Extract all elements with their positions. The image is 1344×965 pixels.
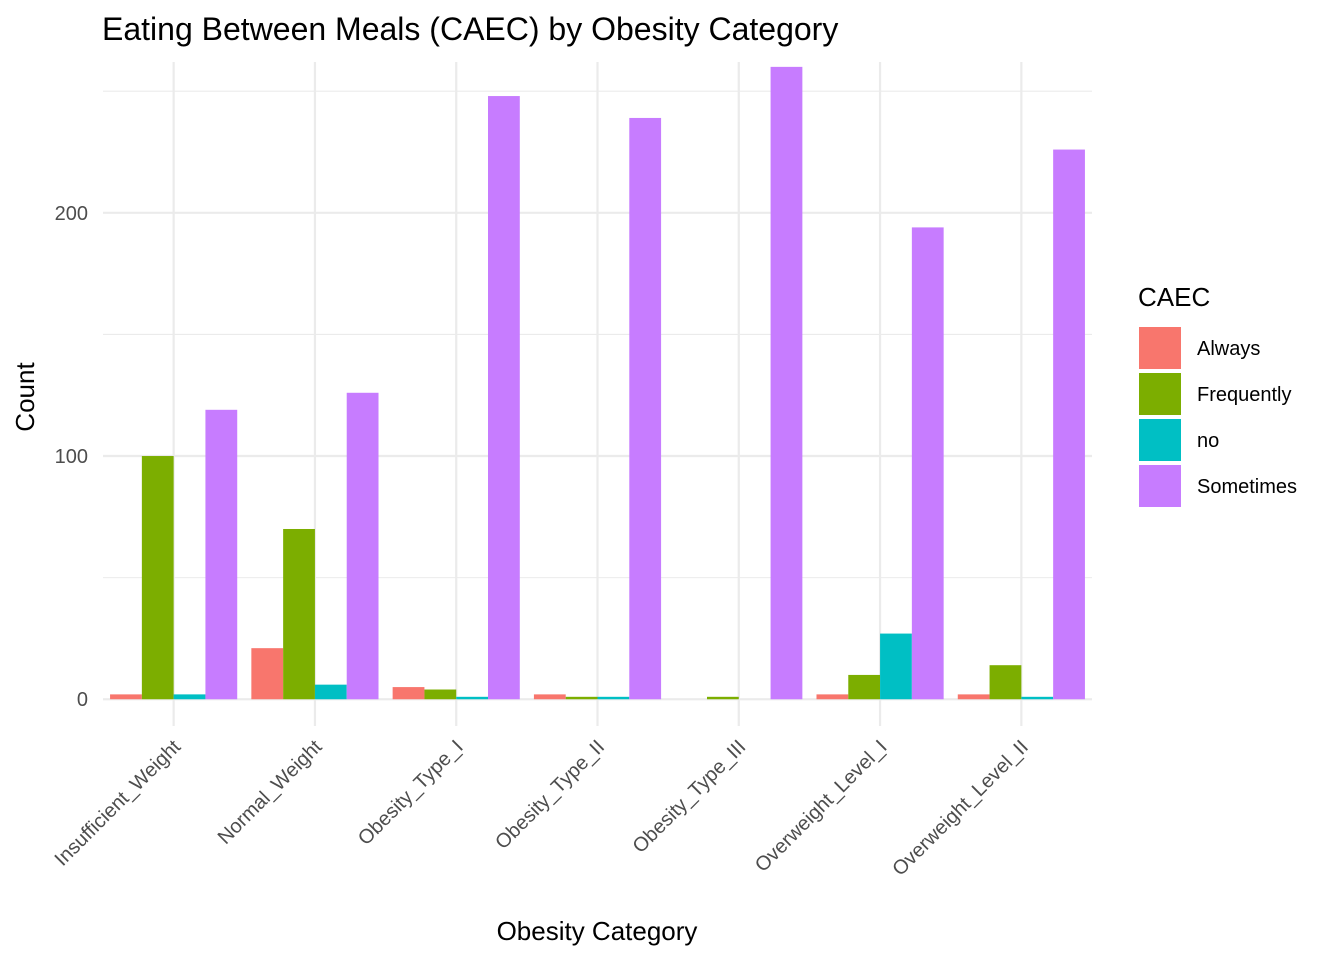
bar-sometimes-obesity-type-i [488, 96, 520, 700]
x-tick-label: Obesity_Type_I [354, 736, 468, 850]
legend-label-no: no [1197, 430, 1219, 452]
bar-frequently-obesity-type-i [424, 689, 457, 700]
bar-frequently-obesity-type-ii [565, 696, 598, 700]
bar-frequently-overweight-level-ii [989, 665, 1022, 700]
legend: CAEC Always Frequently no Sometimes [1138, 282, 1297, 507]
x-axis-ticks: Insufficient_Weight Normal_Weight Obesity_… [51, 736, 1033, 881]
y-axis-ticks: 0 100 200 [55, 203, 88, 711]
x-tick-label: Overweight_Level_II [888, 736, 1032, 880]
bar-frequently-obesity-type-iii [706, 696, 739, 700]
legend-key-sometimes [1139, 465, 1181, 507]
legend-title: CAEC [1138, 282, 1210, 312]
x-tick-label: Overweight_Level_I [751, 736, 892, 877]
bar-sometimes-overweight-level-i [911, 227, 944, 700]
bar-no-obesity-type-ii [597, 696, 630, 700]
legend-label-always: Always [1197, 338, 1260, 360]
y-tick-label: 100 [55, 446, 88, 468]
bar-sometimes-overweight-level-ii [1053, 149, 1085, 700]
bar-no-insufficient-weight [173, 694, 206, 700]
bar-always-insufficient-weight [110, 694, 142, 700]
bar-always-overweight-level-i [816, 694, 849, 700]
x-tick-label: Obesity_Type_II [491, 736, 609, 854]
legend-key-always [1139, 327, 1181, 369]
legend-label-sometimes: Sometimes [1197, 476, 1297, 498]
bar-always-obesity-type-ii [533, 694, 566, 700]
chart-title: Eating Between Meals (CAEC) by Obesity C… [102, 11, 838, 47]
bar-no-normal-weight [314, 684, 347, 700]
bar-frequently-insufficient-weight [141, 456, 174, 700]
bars [110, 66, 1085, 700]
bar-no-overweight-level-ii [1021, 696, 1054, 700]
x-axis-title: Obesity Category [497, 916, 698, 946]
bar-frequently-overweight-level-i [848, 674, 881, 700]
x-tick-label: Normal_Weight [214, 736, 327, 849]
bar-no-overweight-level-i [880, 633, 912, 700]
y-tick-label: 200 [55, 203, 88, 225]
bar-sometimes-obesity-type-ii [629, 117, 662, 700]
bar-always-obesity-type-i [392, 687, 425, 700]
bar-sometimes-insufficient-weight [205, 409, 238, 700]
x-tick-label: Obesity_Type_III [629, 736, 751, 858]
y-axis-title: Count [10, 362, 40, 432]
bar-no-obesity-type-i [456, 696, 489, 700]
bar-frequently-normal-weight [283, 528, 315, 700]
legend-key-frequently [1139, 373, 1181, 415]
bar-sometimes-obesity-type-iii [770, 66, 803, 700]
y-tick-label: 0 [77, 689, 88, 711]
bar-sometimes-normal-weight [346, 392, 379, 700]
x-tick-label: Insufficient_Weight [51, 736, 186, 871]
bar-always-overweight-level-ii [957, 694, 990, 700]
bar-always-normal-weight [251, 648, 284, 700]
legend-key-no [1139, 419, 1181, 461]
legend-label-frequently: Frequently [1197, 384, 1292, 406]
